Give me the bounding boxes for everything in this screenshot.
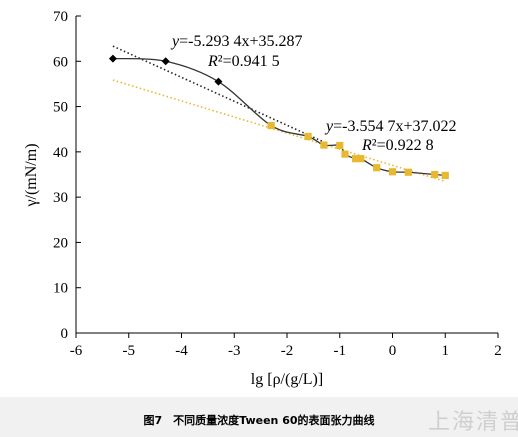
data-point-square bbox=[404, 168, 412, 176]
equation-1-text: =-5.293 4x+35.287 bbox=[179, 33, 302, 50]
x-tick-label: -6 bbox=[70, 343, 83, 359]
r2-2-text: ²=0.922 8 bbox=[372, 137, 434, 154]
x-tick-label: -1 bbox=[334, 343, 347, 359]
data-markers bbox=[108, 54, 449, 180]
r2-1-text: ²=0.941 5 bbox=[218, 53, 280, 70]
caption-bar bbox=[0, 397, 518, 437]
equation-2-text: =-3.554 7x+37.022 bbox=[333, 118, 456, 135]
y-tick-label: 30 bbox=[53, 190, 68, 206]
data-point-square bbox=[357, 155, 365, 163]
trendline-1 bbox=[112, 45, 325, 143]
data-point-diamond bbox=[108, 54, 117, 63]
y-tick-label: 50 bbox=[53, 100, 68, 116]
data-point-square bbox=[267, 121, 275, 130]
data-point-diamond bbox=[161, 57, 170, 66]
r2-label-2: R²=0.922 8 bbox=[361, 137, 434, 154]
data-point-square bbox=[373, 164, 381, 172]
data-point-square bbox=[341, 150, 349, 158]
data-point-square bbox=[336, 141, 344, 150]
y-tick-label: 70 bbox=[53, 9, 68, 25]
y-tick-label: 20 bbox=[53, 235, 68, 251]
x-tick-label: 0 bbox=[389, 343, 397, 359]
data-point-square bbox=[351, 155, 360, 163]
y-tick-label: 0 bbox=[61, 326, 69, 342]
figure-caption: 图7 不同质量浓度Tween 60的表面张力曲线 bbox=[143, 414, 375, 427]
y-axis-label: γ/(mN/m) bbox=[23, 143, 40, 207]
data-point-diamond bbox=[214, 77, 223, 86]
x-tick-label: -3 bbox=[228, 343, 241, 359]
data-point-square bbox=[320, 141, 328, 149]
y-tick-label: 60 bbox=[53, 54, 68, 70]
data-point-square bbox=[304, 132, 312, 141]
r2-label-1: R²=0.941 5 bbox=[207, 53, 280, 70]
x-tick-label: -5 bbox=[123, 343, 136, 359]
x-axis-label: lg [ρ/(g/L)] bbox=[251, 371, 323, 388]
x-tick-label: -2 bbox=[281, 343, 294, 359]
data-point-square bbox=[441, 171, 449, 180]
watermark: 上海清普 bbox=[428, 410, 518, 435]
data-point-square bbox=[431, 170, 439, 179]
trendlines bbox=[112, 45, 446, 183]
data-point-square bbox=[388, 168, 397, 176]
equation-label-2: y=-3.554 7x+37.022 bbox=[324, 118, 456, 135]
x-tick-label: 1 bbox=[442, 343, 450, 359]
y-tick-label: 40 bbox=[53, 145, 68, 161]
x-tick-label: 2 bbox=[494, 343, 502, 359]
smooth-curve bbox=[112, 57, 446, 177]
equation-label-1: y=-5.293 4x+35.287 bbox=[170, 33, 302, 50]
x-tick-label: -4 bbox=[175, 343, 188, 359]
y-tick-label: 10 bbox=[53, 281, 68, 297]
fitted-curve bbox=[112, 57, 446, 177]
